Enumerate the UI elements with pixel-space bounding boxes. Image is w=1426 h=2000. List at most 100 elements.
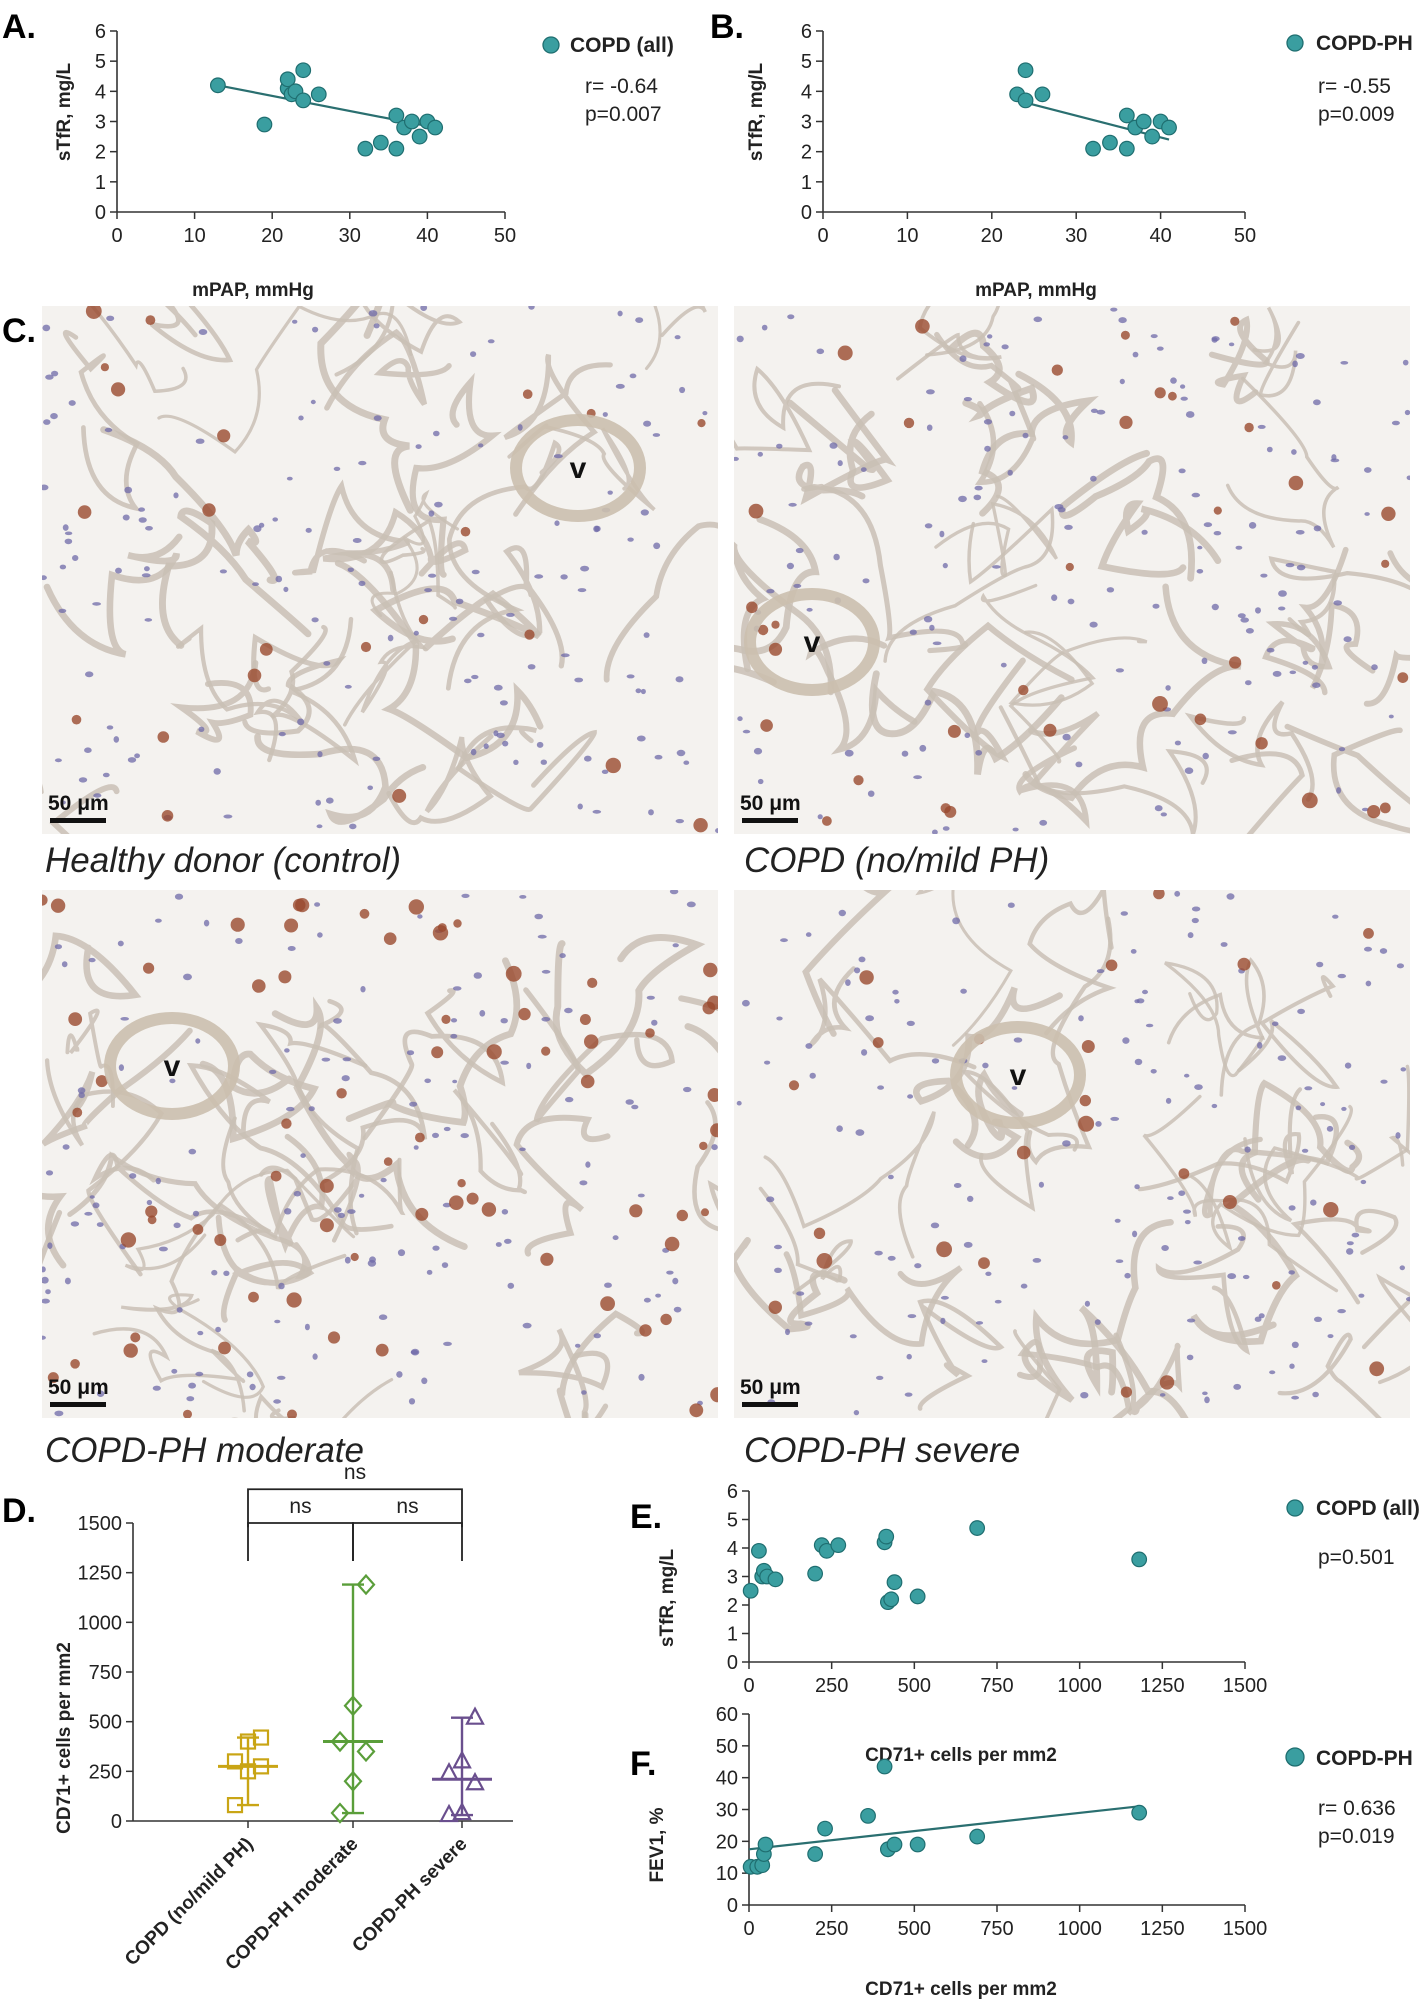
panel-e-x-tick-label: 1250 bbox=[1140, 1675, 1185, 1697]
stained-cell bbox=[1213, 506, 1222, 515]
nucleus bbox=[424, 1078, 432, 1084]
nucleus bbox=[1245, 680, 1252, 686]
stained-cell bbox=[813, 1227, 826, 1240]
panel-a-y-tick-label: 1 bbox=[95, 172, 106, 194]
panel-f-y-tick-label: 0 bbox=[727, 1895, 738, 1917]
nucleus bbox=[341, 1075, 350, 1082]
nucleus bbox=[1351, 1232, 1360, 1238]
nucleus bbox=[519, 1147, 526, 1152]
panel-b-data-point bbox=[1118, 140, 1135, 157]
nucleus bbox=[60, 800, 66, 805]
stained-cell bbox=[202, 503, 216, 517]
alveolar-septum bbox=[1237, 975, 1341, 1089]
nucleus bbox=[1380, 1079, 1388, 1084]
nucleus bbox=[766, 589, 775, 594]
nucleus bbox=[973, 494, 982, 501]
nucleus bbox=[636, 735, 646, 742]
nucleus bbox=[560, 653, 570, 658]
nucleus bbox=[321, 1057, 331, 1062]
alveolar-septum bbox=[915, 890, 1013, 1047]
nucleus bbox=[1379, 948, 1388, 954]
panel-b-data-point bbox=[1017, 62, 1034, 79]
panel-a-legend: COPD (all) bbox=[542, 34, 674, 57]
nucleus bbox=[764, 1060, 771, 1065]
nucleus bbox=[526, 1062, 532, 1070]
nucleus bbox=[774, 1244, 782, 1250]
nucleus bbox=[517, 424, 523, 431]
stained-cell bbox=[251, 979, 266, 993]
stained-cell bbox=[1230, 316, 1240, 326]
panel-f-x-tick-label: 750 bbox=[980, 1918, 1013, 1940]
nucleus bbox=[577, 588, 587, 593]
stained-cell bbox=[639, 1324, 652, 1337]
nucleus bbox=[141, 573, 151, 578]
nucleus bbox=[1312, 1391, 1319, 1398]
scale-bar-label: 50 μm bbox=[740, 792, 801, 815]
nucleus bbox=[1344, 1062, 1352, 1069]
nucleus bbox=[1022, 432, 1029, 439]
nucleus bbox=[478, 443, 484, 448]
stained-cell bbox=[145, 1205, 158, 1218]
alveolar-septum bbox=[1225, 376, 1340, 549]
panel-a-x-tick-label: 0 bbox=[111, 225, 122, 247]
nucleus bbox=[580, 565, 590, 572]
panel-b-data-point bbox=[1118, 107, 1135, 124]
nucleus bbox=[477, 632, 485, 638]
stained-cell bbox=[350, 1252, 359, 1262]
panel-a-y-tick-label: 5 bbox=[95, 51, 106, 73]
nucleus bbox=[1255, 607, 1261, 614]
nucleus bbox=[104, 427, 113, 433]
panel-c: C. v 50 μm v 50 μm v 50 μm v 50 μm Healthy dono… bbox=[2, 306, 1410, 1470]
panel-d-significance-label: ns bbox=[344, 1461, 366, 1484]
panel-e-data-point bbox=[969, 1520, 986, 1536]
panel-b-stat-r: r= -0.55 bbox=[1318, 75, 1391, 98]
panel-b-data-point bbox=[1144, 128, 1161, 145]
nucleus bbox=[1269, 1370, 1276, 1375]
panel-f-x-tick-label: 1500 bbox=[1223, 1918, 1268, 1940]
panel-e: E. sTfR, mg/L CD71+ cells per mm2 COPD (… bbox=[630, 1481, 1420, 1766]
stained-cell bbox=[360, 641, 372, 653]
nucleus bbox=[1203, 522, 1213, 528]
stained-cell bbox=[600, 1296, 615, 1311]
nucleus bbox=[1257, 424, 1266, 429]
stained-cell bbox=[183, 1409, 192, 1418]
nucleus bbox=[333, 1018, 342, 1024]
panel-b-y-tick-label: 4 bbox=[801, 81, 812, 103]
alveolar-septum bbox=[1229, 751, 1305, 834]
alveolar-septum bbox=[1164, 961, 1265, 1078]
nucleus bbox=[293, 1190, 301, 1197]
nucleus bbox=[45, 1289, 51, 1295]
stained-cell bbox=[392, 788, 407, 803]
alveolar-septum bbox=[978, 370, 1099, 517]
alveolar-septum bbox=[1277, 1332, 1382, 1418]
nucleus bbox=[275, 575, 283, 583]
nucleus bbox=[1191, 906, 1201, 912]
nucleus bbox=[1254, 1316, 1262, 1322]
stained-cell bbox=[757, 624, 769, 636]
nucleus bbox=[1260, 573, 1268, 578]
panel-f-x-tick-label: 250 bbox=[815, 1918, 848, 1940]
nucleus bbox=[78, 1092, 85, 1099]
stained-cell bbox=[1229, 656, 1242, 669]
alveolar-septum bbox=[317, 306, 414, 514]
stained-cell bbox=[768, 1300, 782, 1315]
nucleus bbox=[541, 969, 551, 974]
nucleus bbox=[975, 1321, 984, 1325]
nucleus bbox=[186, 1396, 195, 1402]
alveolar-septum bbox=[758, 1186, 853, 1295]
nucleus bbox=[1320, 1102, 1326, 1107]
nucleus bbox=[648, 809, 654, 816]
stained-cell bbox=[192, 1224, 204, 1235]
nucleus bbox=[1338, 747, 1346, 752]
nucleus bbox=[470, 351, 477, 357]
nucleus bbox=[1012, 827, 1019, 832]
nucleus bbox=[1226, 893, 1235, 900]
panel-f-y-tick-label: 40 bbox=[716, 1768, 738, 1790]
nucleus bbox=[1266, 446, 1273, 453]
nucleus bbox=[68, 400, 76, 406]
panel-b-data-point bbox=[1034, 86, 1051, 103]
nucleus bbox=[54, 1410, 64, 1417]
nucleus bbox=[449, 616, 458, 621]
nucleus bbox=[553, 454, 563, 459]
